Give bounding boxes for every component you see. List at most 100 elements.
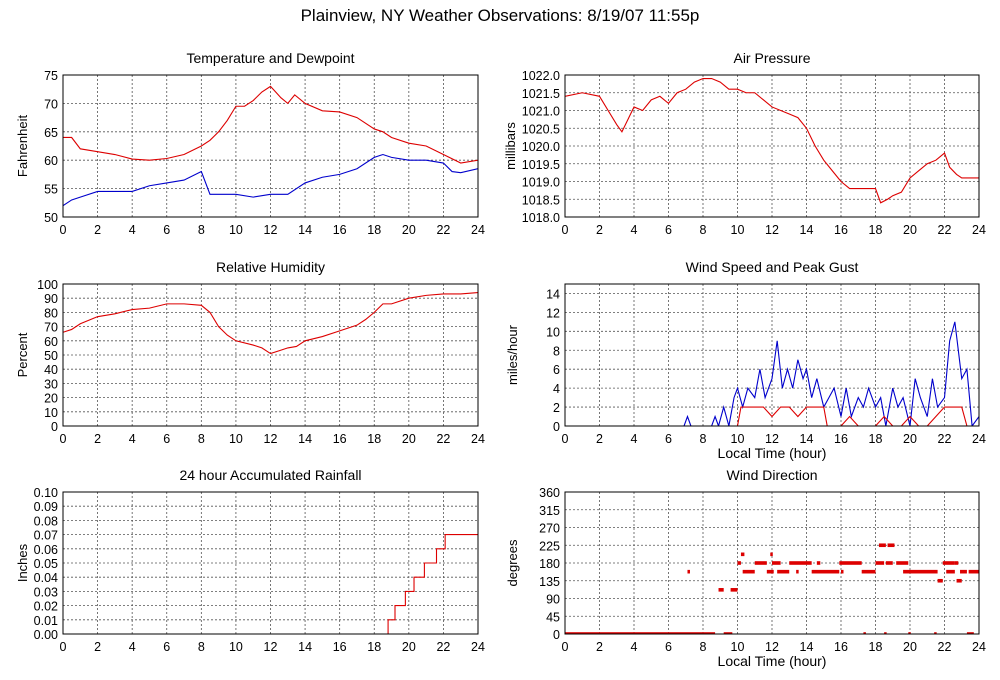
rain-ytick-label: 0.09 xyxy=(34,500,58,514)
direction-xtick-label: 2 xyxy=(596,640,603,654)
humidity-ytick-label: 80 xyxy=(44,306,58,320)
direction-point-10 xyxy=(770,552,773,557)
direction-point-23 xyxy=(884,632,887,634)
temp-xtick-label: 2 xyxy=(94,223,101,237)
direction-ytick-label: 225 xyxy=(539,539,560,553)
rain-xtick-label: 10 xyxy=(229,640,243,654)
humidity-xtick-label: 4 xyxy=(129,432,136,446)
wind-ytick-label: 8 xyxy=(553,344,560,358)
wind-ytick-label: 4 xyxy=(553,382,560,396)
direction-point-26 xyxy=(896,561,909,565)
rain-xtick-label: 22 xyxy=(436,640,450,654)
pressure-series-0 xyxy=(565,78,979,204)
temp-xtick-label: 12 xyxy=(264,223,278,237)
humidity-xtick-label: 16 xyxy=(333,432,347,446)
humidity-xtick-label: 12 xyxy=(264,432,278,446)
pressure-xtick-label: 18 xyxy=(869,223,883,237)
rain-xtick-label: 18 xyxy=(367,640,381,654)
direction-ytick-label: 0 xyxy=(553,628,560,642)
pressure-ytick-label: 1021.5 xyxy=(522,87,560,101)
wind-xtick-label: 6 xyxy=(665,432,672,446)
humidity-ytick-label: 50 xyxy=(44,349,58,363)
rain-ytick-label: 0.00 xyxy=(34,628,58,642)
direction-point-35 xyxy=(960,569,967,574)
direction-ylabel: degrees xyxy=(505,539,520,586)
humidity-xtick-label: 0 xyxy=(60,432,67,446)
rain-xtick-label: 0 xyxy=(60,640,67,654)
direction-point-31 xyxy=(942,561,955,565)
humidity-xtick-label: 20 xyxy=(402,432,416,446)
humidity-ytick-label: 10 xyxy=(44,406,58,420)
temp-ytick-label: 70 xyxy=(44,97,58,111)
direction-frame xyxy=(564,491,980,635)
rain-xtick-label: 6 xyxy=(163,640,170,654)
direction-xtick-label: 10 xyxy=(731,640,745,654)
rain-xtick-label: 24 xyxy=(471,640,485,654)
temp-xtick-label: 6 xyxy=(163,223,170,237)
humidity-ytick-label: 70 xyxy=(44,321,58,335)
pressure-ytick-label: 1018.0 xyxy=(522,211,560,225)
wind-ytick-label: 12 xyxy=(546,306,560,320)
humidity-ytick-label: 40 xyxy=(44,363,58,377)
pressure-ytick-label: 1021.0 xyxy=(522,105,560,119)
direction-point-11 xyxy=(772,561,781,565)
temp-series-0 xyxy=(63,85,478,164)
direction-point-27 xyxy=(903,569,938,574)
direction-point-1 xyxy=(723,632,733,634)
humidity-xtick-label: 22 xyxy=(436,432,450,446)
humidity-ytick-label: 60 xyxy=(44,335,58,349)
pressure-ytick-label: 1022.0 xyxy=(522,69,560,83)
wind-xtick-label: 22 xyxy=(938,432,952,446)
direction-point-18 xyxy=(841,569,844,574)
wind-ytick-label: 14 xyxy=(546,287,560,301)
direction-point-30 xyxy=(937,578,943,583)
temp-xtick-label: 22 xyxy=(436,223,450,237)
direction-ytick-label: 135 xyxy=(539,575,560,589)
direction-point-13 xyxy=(789,561,812,565)
wind-ytick-label: 6 xyxy=(553,363,560,377)
direction-point-28 xyxy=(908,632,911,634)
direction-point-5 xyxy=(737,561,741,565)
rain-xtick-label: 2 xyxy=(94,640,101,654)
direction-point-14 xyxy=(796,569,799,574)
direction-xtick-label: 20 xyxy=(903,640,917,654)
temp-ytick-label: 65 xyxy=(44,126,58,140)
direction-point-25 xyxy=(887,543,895,548)
temp-title: Temperature and Dewpoint xyxy=(186,50,354,66)
temp-xtick-label: 24 xyxy=(471,223,485,237)
pressure-title: Air Pressure xyxy=(733,50,810,66)
rain-chart: 24 hour Accumulated Rainfall 0.000.010.02… xyxy=(15,467,485,654)
wind-xlabel: Local Time (hour) xyxy=(718,445,827,461)
temp-xtick-label: 8 xyxy=(198,223,205,237)
direction-point-34 xyxy=(956,578,962,583)
wind-ytick-label: 0 xyxy=(553,420,560,434)
direction-xlabel: Local Time (hour) xyxy=(718,653,827,669)
pressure-xtick-label: 0 xyxy=(562,223,569,237)
direction-xtick-label: 12 xyxy=(765,640,779,654)
pressure-ytick-label: 1018.5 xyxy=(522,193,560,207)
humidity-xtick-label: 8 xyxy=(198,432,205,446)
pressure-ylabel: millibars xyxy=(503,122,518,170)
pressure-xtick-label: 20 xyxy=(903,223,917,237)
direction-point-21 xyxy=(875,561,885,565)
page-title: Plainview, NY Weather Observations: 8/19… xyxy=(300,6,700,25)
direction-point-20 xyxy=(863,632,866,634)
rain-xtick-label: 16 xyxy=(333,640,347,654)
humidity-chart: Relative Humidity01020304050607080901000… xyxy=(15,259,485,446)
direction-point-16 xyxy=(816,561,821,565)
temp-xtick-label: 18 xyxy=(367,223,381,237)
rain-ytick-label: 0.02 xyxy=(34,600,58,614)
rain-ytick-label: 0.04 xyxy=(34,571,58,585)
direction-point-17 xyxy=(839,561,862,565)
temp-ylabel: Fahrenheit xyxy=(15,115,30,178)
wind-xtick-label: 16 xyxy=(834,432,848,446)
direction-point-15 xyxy=(811,569,840,574)
direction-point-2 xyxy=(687,569,690,574)
temp-ytick-label: 75 xyxy=(44,69,58,83)
wind-series-1 xyxy=(565,406,979,426)
wind-series-0 xyxy=(565,321,979,426)
humidity-ytick-label: 100 xyxy=(37,278,58,292)
